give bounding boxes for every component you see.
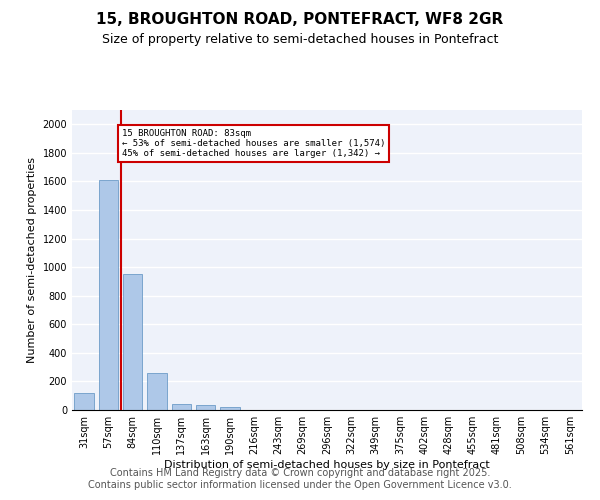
Text: Contains HM Land Registry data © Crown copyright and database right 2025.
Contai: Contains HM Land Registry data © Crown c… — [88, 468, 512, 490]
Bar — [74, 393, 94, 410]
Bar — [123, 274, 142, 410]
Text: 15, BROUGHTON ROAD, PONTEFRACT, WF8 2GR: 15, BROUGHTON ROAD, PONTEFRACT, WF8 2GR — [97, 12, 503, 28]
X-axis label: Distribution of semi-detached houses by size in Pontefract: Distribution of semi-detached houses by … — [164, 460, 490, 470]
Bar — [220, 407, 239, 410]
Y-axis label: Number of semi-detached properties: Number of semi-detached properties — [27, 157, 37, 363]
Bar — [172, 404, 191, 410]
Bar — [147, 373, 167, 410]
Text: Size of property relative to semi-detached houses in Pontefract: Size of property relative to semi-detach… — [102, 32, 498, 46]
Bar — [196, 405, 215, 410]
Bar — [99, 180, 118, 410]
Text: 15 BROUGHTON ROAD: 83sqm
← 53% of semi-detached houses are smaller (1,574)
45% o: 15 BROUGHTON ROAD: 83sqm ← 53% of semi-d… — [122, 128, 385, 158]
